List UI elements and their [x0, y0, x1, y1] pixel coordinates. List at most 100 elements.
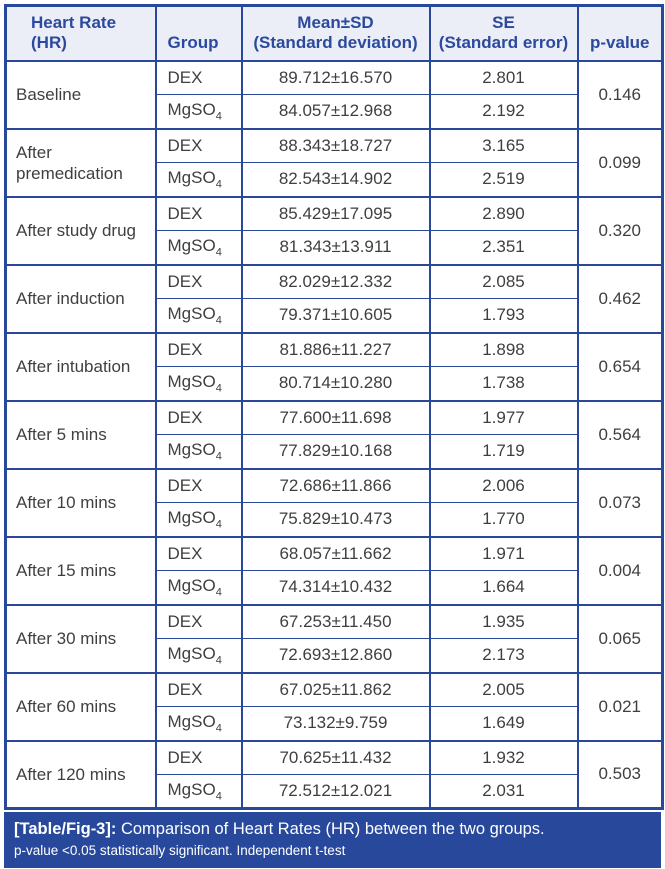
header-p-value-label: p-value — [589, 32, 650, 52]
mean-sd-value: 80.714±10.280 — [240, 366, 431, 402]
se-value: 2.801 — [428, 59, 579, 95]
table-row: After study drug DEX 85.429±17.095 2.890 0.3… — [4, 195, 664, 266]
p-value: 0.004 — [576, 535, 664, 606]
table-row: MgSO4 82.543±14.902 2.519 — [6, 162, 663, 198]
group-name: DEX — [167, 407, 203, 427]
table-row: MgSO4 77.829±10.168 1.719 — [6, 434, 663, 470]
se-value: 1.719 — [428, 434, 579, 470]
mean-sd-value: 73.132±9.759 — [240, 706, 431, 742]
group-label: DEX — [154, 467, 243, 503]
group-label: DEX — [154, 671, 243, 707]
group-label: DEX — [154, 739, 243, 775]
table-row: After 120 mins DEX 70.625±11.432 1.932 0.503 — [4, 739, 664, 810]
group-label: DEX — [154, 263, 243, 299]
group-name: MgSO — [167, 576, 216, 596]
header-heart-rate: Heart Rate (HR) — [4, 4, 157, 62]
se-value: 2.085 — [428, 263, 579, 299]
group-name: MgSO — [167, 100, 216, 120]
mean-sd-value: 81.886±11.227 — [240, 331, 431, 367]
table-row: MgSO4 72.693±12.860 2.173 — [6, 638, 663, 674]
caption-bar: [Table/Fig-3]: Comparison of Heart Rates… — [4, 812, 661, 868]
group-name: MgSO — [167, 644, 216, 664]
group-name: MgSO — [167, 304, 216, 324]
p-value: 0.564 — [576, 399, 664, 470]
table-row: After intubation DEX 81.886±11.227 1.898 0.6… — [4, 331, 664, 402]
se-value: 1.898 — [428, 331, 579, 367]
group-label: DEX — [154, 331, 243, 367]
group-subscript: 4 — [215, 246, 222, 259]
group-subscript: 4 — [215, 586, 222, 599]
group-name: MgSO — [167, 236, 216, 256]
group-label: MgSO4 — [154, 230, 243, 266]
group-label: MgSO4 — [154, 570, 243, 606]
se-value: 1.738 — [428, 366, 579, 402]
group-name: DEX — [167, 475, 203, 495]
table-row: After induction DEX 82.029±12.332 2.085 0.46… — [4, 263, 664, 334]
group-label: MgSO4 — [154, 434, 243, 470]
group-name: MgSO — [167, 712, 216, 732]
table-row: MgSO4 80.714±10.280 1.738 — [6, 366, 663, 402]
mean-sd-value: 77.829±10.168 — [240, 434, 431, 470]
se-value: 1.935 — [428, 603, 579, 639]
group-subscript: 4 — [215, 518, 222, 531]
group-name: DEX — [167, 339, 203, 359]
heart-rate-table: Heart Rate (HR) Group Mean±SD (Standard … — [4, 4, 664, 810]
mean-sd-value: 88.343±18.727 — [240, 127, 431, 163]
caption-line: [Table/Fig-3]: Comparison of Heart Rates… — [14, 819, 651, 840]
table-row: MgSO4 79.371±10.605 1.793 — [6, 298, 663, 334]
mean-sd-value: 84.057±12.968 — [240, 94, 431, 130]
se-value: 1.770 — [428, 502, 579, 538]
se-value: 1.932 — [428, 739, 579, 775]
mean-sd-value: 72.512±12.021 — [240, 774, 431, 810]
table-row: After 15 mins DEX 68.057±11.662 1.971 0.004 — [4, 535, 664, 606]
mean-sd-value: 89.712±16.570 — [240, 59, 431, 95]
header-p-value: p-value — [576, 4, 664, 62]
table-row: After premedication DEX 88.343±18.727 3.165… — [4, 127, 664, 198]
time-point-label: After 10 mins — [4, 467, 157, 538]
p-value: 0.146 — [576, 59, 664, 130]
time-point-label: After 15 mins — [4, 535, 157, 606]
se-value: 2.173 — [428, 638, 579, 674]
table-row: Baseline DEX 89.712±16.570 2.801 0.146 — [4, 59, 664, 130]
header-se: SE (Standard error) — [428, 4, 579, 62]
group-label: MgSO4 — [154, 638, 243, 674]
time-point-label: After study drug — [4, 195, 157, 266]
group-label: MgSO4 — [154, 502, 243, 538]
se-value: 2.890 — [428, 195, 579, 231]
time-point-label: After intubation — [4, 331, 157, 402]
table-body: Baseline DEX 89.712±16.570 2.801 0.146 MgSO4 8… — [4, 59, 664, 810]
header-row: Heart Rate (HR) Group Mean±SD (Standard … — [4, 4, 664, 62]
table-row: After 30 mins DEX 67.253±11.450 1.935 0.065 — [4, 603, 664, 674]
p-value: 0.099 — [576, 127, 664, 198]
time-point-label: After 60 mins — [4, 671, 157, 742]
time-point-label: After premedication — [4, 127, 157, 198]
caption-note: p-value <0.05 statistically significant.… — [14, 843, 346, 858]
mean-sd-value: 85.429±17.095 — [240, 195, 431, 231]
group-name: MgSO — [167, 168, 216, 188]
mean-sd-value: 72.686±11.866 — [240, 467, 431, 503]
header-group-label: Group — [167, 32, 219, 52]
mean-sd-value: 75.829±10.473 — [240, 502, 431, 538]
header-se-line1: SE — [492, 12, 515, 32]
group-label: MgSO4 — [154, 298, 243, 334]
group-name: MgSO — [167, 508, 216, 528]
mean-sd-value: 82.029±12.332 — [240, 263, 431, 299]
group-label: MgSO4 — [154, 706, 243, 742]
group-subscript: 4 — [215, 654, 222, 667]
se-value: 1.793 — [428, 298, 579, 334]
se-value: 2.192 — [428, 94, 579, 130]
group-label: DEX — [154, 603, 243, 639]
group-name: DEX — [167, 135, 203, 155]
group-label: MgSO4 — [154, 162, 243, 198]
group-name: DEX — [167, 203, 203, 223]
group-name: DEX — [167, 611, 203, 631]
header-heart-rate-label: Heart Rate (HR) — [31, 12, 117, 52]
table-row: MgSO4 84.057±12.968 2.192 — [6, 94, 663, 130]
table-row: After 5 mins DEX 77.600±11.698 1.977 0.564 — [4, 399, 664, 470]
p-value: 0.462 — [576, 263, 664, 334]
group-label: MgSO4 — [154, 774, 243, 810]
p-value: 0.073 — [576, 467, 664, 538]
group-label: DEX — [154, 195, 243, 231]
header-group: Group — [154, 4, 243, 62]
table-row: MgSO4 74.314±10.432 1.664 — [6, 570, 663, 606]
